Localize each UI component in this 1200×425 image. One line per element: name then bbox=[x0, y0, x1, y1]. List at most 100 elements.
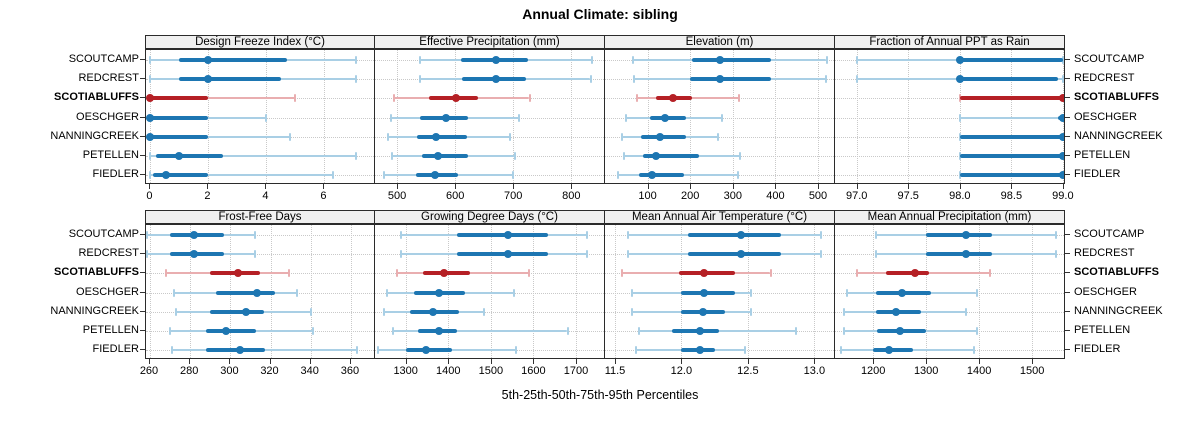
axis-tick-label: 98.5 bbox=[1000, 190, 1023, 202]
median-dot bbox=[422, 346, 431, 355]
site-axis-tick bbox=[140, 272, 145, 274]
site-label-right-fiedler: FIEDLER bbox=[1074, 343, 1121, 356]
median-dot bbox=[146, 132, 155, 141]
whisker-cap-95th bbox=[824, 74, 827, 83]
median-dot bbox=[434, 288, 443, 297]
whisker-cap-95th bbox=[964, 307, 967, 316]
gridline-vertical bbox=[150, 225, 151, 358]
interquartile-bar-25-75 bbox=[421, 154, 468, 159]
panel-strip-frost-free-days: Frost-Free Days bbox=[145, 210, 375, 224]
whisker-cap-95th bbox=[309, 307, 312, 316]
gridline-vertical bbox=[310, 225, 312, 358]
whisker-cap-5th bbox=[146, 230, 148, 239]
whisker-cap-95th bbox=[332, 171, 335, 180]
site-axis-tick bbox=[1065, 97, 1070, 99]
site-axis-tick bbox=[1065, 77, 1070, 79]
interquartile-bar-25-75 bbox=[639, 173, 684, 178]
whisker-cap-95th bbox=[355, 74, 358, 83]
whisker-cap-95th bbox=[721, 113, 724, 122]
whisker-cap-5th bbox=[173, 288, 176, 297]
interquartile-bar-25-75 bbox=[210, 309, 265, 314]
panel-design-freeze-index bbox=[145, 49, 375, 184]
median-dot bbox=[429, 307, 438, 316]
panel-title: Elevation (m) bbox=[685, 36, 754, 48]
gridline-horizontal bbox=[835, 98, 1064, 100]
whisker-cap-95th bbox=[794, 327, 797, 336]
whisker-cap-5th bbox=[874, 230, 877, 239]
axis-tick bbox=[959, 184, 961, 189]
whisker-cap-5th bbox=[625, 113, 628, 122]
whisker-cap-5th bbox=[169, 327, 172, 336]
interquartile-bar-25-75 bbox=[153, 173, 209, 178]
whisker-cap-95th bbox=[512, 171, 515, 180]
percentile-range-5-95 bbox=[150, 116, 267, 119]
axis-tick bbox=[448, 359, 450, 364]
whisker-cap-95th bbox=[820, 230, 822, 239]
whisker-cap-5th bbox=[631, 307, 634, 316]
panel-strip-fraction-annual-ppt-rain: Fraction of Annual PPT as Rain bbox=[835, 35, 1065, 49]
site-axis-tick bbox=[1065, 135, 1070, 137]
axis-tick bbox=[349, 359, 351, 364]
axis-tick-label: 1700 bbox=[563, 365, 589, 377]
whisker-cap-5th bbox=[391, 152, 394, 161]
median-dot bbox=[955, 55, 964, 64]
axis-tick bbox=[775, 184, 777, 189]
site-axis-tick bbox=[140, 155, 145, 157]
median-dot bbox=[1058, 132, 1064, 141]
site-label-right-nanningcreek: NANNINGCREEK bbox=[1074, 129, 1163, 142]
whisker-cap-5th bbox=[616, 171, 619, 180]
whisker-cap-5th bbox=[383, 171, 386, 180]
gridline-vertical bbox=[615, 225, 616, 358]
whisker-cap-95th bbox=[253, 249, 256, 258]
interquartile-bar-25-75 bbox=[926, 232, 993, 237]
whisker-cap-95th bbox=[1061, 74, 1064, 83]
site-axis-tick bbox=[140, 135, 145, 137]
site-label-left-redcrest: REDCREST bbox=[78, 246, 139, 259]
interquartile-bar-25-75 bbox=[688, 251, 782, 256]
median-dot bbox=[162, 171, 171, 180]
median-dot bbox=[252, 288, 261, 297]
whisker-cap-95th bbox=[585, 249, 588, 258]
median-dot bbox=[432, 132, 440, 141]
axis-tick bbox=[979, 359, 981, 364]
site-axis-tick bbox=[1065, 58, 1070, 60]
median-dot bbox=[190, 230, 199, 239]
percentile-range-5-95 bbox=[150, 97, 296, 100]
site-label-right-petellen: PETELLEN bbox=[1074, 149, 1131, 162]
gridline-horizontal bbox=[835, 175, 1064, 177]
whisker-cap-5th bbox=[631, 288, 634, 297]
whisker-cap-5th bbox=[633, 74, 635, 83]
whisker-cap-95th bbox=[528, 94, 531, 103]
axis-tick bbox=[269, 359, 271, 364]
median-dot bbox=[660, 113, 669, 122]
site-label-right-redcrest: REDCREST bbox=[1074, 246, 1135, 259]
interquartile-bar-25-75 bbox=[206, 329, 257, 334]
median-dot bbox=[1058, 171, 1064, 180]
interquartile-bar-25-75 bbox=[216, 290, 275, 295]
median-dot bbox=[737, 249, 746, 258]
axis-tick bbox=[690, 184, 692, 189]
axis-tick-label: 1500 bbox=[478, 365, 504, 377]
whisker-cap-5th bbox=[637, 327, 640, 336]
site-label-right-petellen: PETELLEN bbox=[1074, 324, 1131, 337]
axis-tick bbox=[681, 359, 683, 364]
median-dot bbox=[898, 288, 907, 297]
axis-tick-label: 13.0 bbox=[803, 365, 826, 377]
panel-strip-growing-degree-days: Growing Degree Days (°C) bbox=[375, 210, 605, 224]
axis-tick-label: 12.0 bbox=[670, 365, 693, 377]
whisker-cap-5th bbox=[855, 74, 858, 83]
panel-frost-free-days bbox=[145, 224, 375, 359]
site-label-left-scotiabluffs: SCOTIABLUFFS bbox=[54, 266, 139, 279]
panel-title: Fraction of Annual PPT as Rain bbox=[869, 36, 1030, 48]
whisker-cap-95th bbox=[295, 288, 298, 297]
axis-tick bbox=[856, 184, 858, 189]
gridline-horizontal bbox=[375, 311, 604, 313]
site-axis-tick bbox=[1065, 252, 1070, 254]
interquartile-bar-25-75 bbox=[886, 271, 929, 276]
panel-title: Frost-Free Days bbox=[218, 211, 302, 223]
median-dot bbox=[242, 307, 251, 316]
median-dot bbox=[452, 94, 461, 103]
interquartile-bar-25-75 bbox=[959, 57, 1063, 62]
axis-tick bbox=[149, 184, 151, 189]
whisker-cap-5th bbox=[620, 269, 623, 278]
